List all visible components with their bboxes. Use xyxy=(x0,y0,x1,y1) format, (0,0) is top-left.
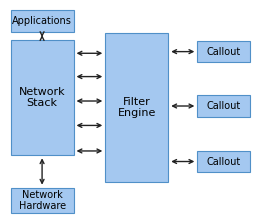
FancyBboxPatch shape xyxy=(197,41,250,62)
FancyBboxPatch shape xyxy=(11,40,74,155)
FancyBboxPatch shape xyxy=(197,151,250,172)
Text: Network
Hardware: Network Hardware xyxy=(18,190,66,211)
FancyBboxPatch shape xyxy=(11,10,74,32)
FancyBboxPatch shape xyxy=(105,33,168,182)
Text: Callout: Callout xyxy=(206,47,241,57)
FancyBboxPatch shape xyxy=(197,95,250,117)
Text: Network
Stack: Network Stack xyxy=(19,87,65,109)
Text: Callout: Callout xyxy=(206,157,241,166)
Text: Filter
Engine: Filter Engine xyxy=(118,97,156,119)
FancyBboxPatch shape xyxy=(11,188,74,213)
Text: Applications: Applications xyxy=(12,16,72,26)
Text: Callout: Callout xyxy=(206,101,241,111)
